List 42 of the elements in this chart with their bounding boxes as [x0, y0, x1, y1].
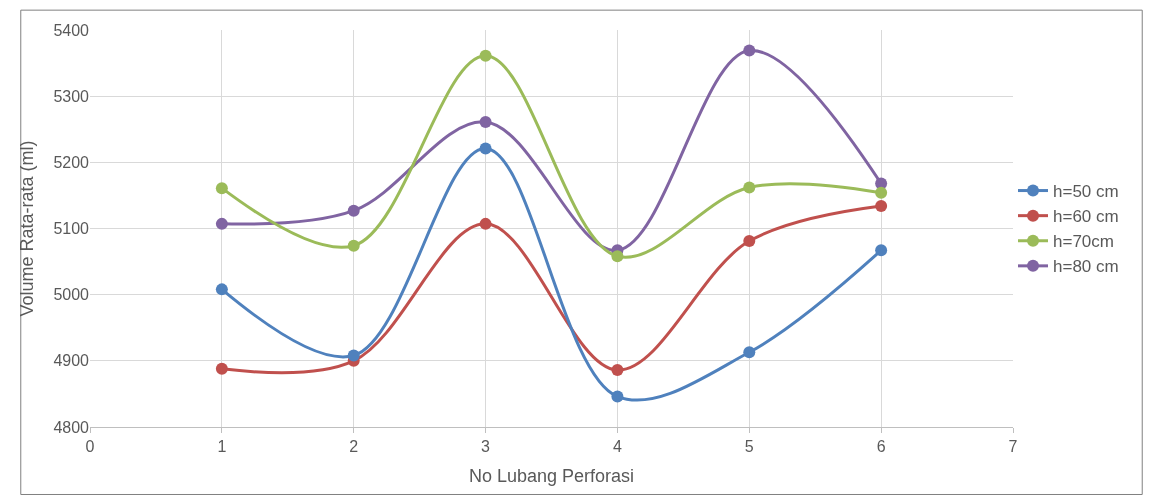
point — [743, 44, 756, 57]
point — [611, 250, 624, 263]
point — [875, 186, 888, 199]
point — [611, 390, 624, 403]
y-axis-title: Volume Rata-rata (ml) — [16, 140, 37, 317]
x-tick-label: 0 — [85, 438, 95, 456]
point — [215, 182, 228, 195]
y-tick-label: 4900 — [53, 352, 90, 370]
point — [479, 49, 492, 62]
x-tick-label: 2 — [349, 438, 359, 456]
point — [611, 364, 624, 377]
point — [479, 217, 492, 230]
y-tick-label: 5000 — [53, 286, 90, 304]
x-tick-label: 5 — [744, 438, 754, 456]
point — [215, 283, 228, 296]
y-tick-label: 5100 — [53, 220, 90, 238]
x-tick-label: 1 — [217, 438, 227, 456]
point — [743, 235, 756, 248]
point — [215, 362, 228, 375]
point — [479, 142, 492, 155]
point — [347, 349, 360, 362]
legend-label: h=70cm — [1053, 232, 1114, 252]
point — [875, 244, 888, 257]
x-tick-label: 6 — [876, 438, 886, 456]
x-tick-label: 7 — [1008, 438, 1018, 456]
y-tick-label: 5400 — [53, 21, 90, 39]
y-tick-label: 5300 — [53, 87, 90, 105]
point — [743, 346, 756, 359]
point — [347, 239, 360, 252]
x-tick-label: 4 — [612, 438, 622, 456]
legend-label: h=60 cm — [1053, 207, 1119, 227]
point — [347, 204, 360, 217]
x-axis-title: No Lubang Perforasi — [468, 466, 635, 487]
x-tick-label: 3 — [481, 438, 491, 456]
y-tick-label: 4800 — [53, 418, 90, 436]
legend-label: h=80 cm — [1053, 257, 1119, 277]
point — [875, 200, 888, 212]
y-tick-label: 5200 — [53, 153, 90, 171]
point — [479, 115, 492, 128]
point — [215, 217, 228, 230]
legend-label: h=50 cm — [1053, 182, 1119, 202]
point — [743, 181, 756, 194]
